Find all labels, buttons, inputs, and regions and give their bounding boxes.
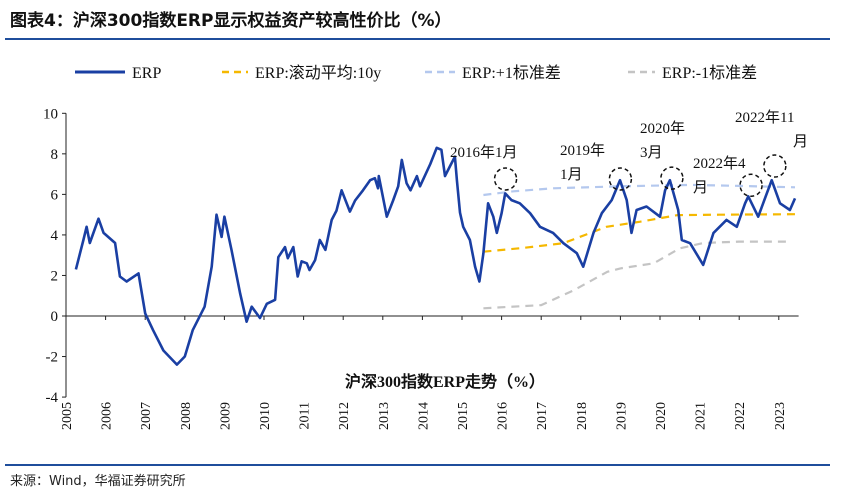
x-tick-label: 2013 [377,402,392,430]
x-tick-label: 2022 [733,402,748,430]
annotation-label: 月 [693,180,708,196]
x-tick-label: 2009 [218,402,233,430]
x-tick-label: 2020 [654,402,669,430]
series-line-2 [483,183,796,197]
x-tick-label: 2015 [456,402,471,430]
x-tick-label: 2010 [258,402,273,430]
footer-divider [5,464,830,466]
chart-title: 沪深300指数ERP走势（%） [345,372,545,391]
x-tick-label: 2023 [773,402,788,430]
y-tick-label: 10 [43,106,58,122]
y-tick-label: -2 [46,350,59,366]
y-tick-label: 8 [51,147,59,163]
peak-circle [493,167,518,191]
annotation-label: 2016年1月 [450,144,518,161]
series-line-1 [483,213,796,253]
x-tick-label: 2021 [694,402,709,430]
source-note: 来源：Wind，华福证券研究所 [10,474,186,489]
y-tick-label: 0 [51,309,59,325]
y-tick-label: -4 [46,390,59,406]
legend-label: ERP [132,65,161,82]
annotation-label: 1月 [560,167,583,183]
x-tick-label: 2012 [337,402,352,430]
x-tick-label: 2017 [535,402,550,430]
peak-circle [608,167,633,191]
x-tick-label: 2006 [100,402,115,430]
annotation-label: 2022年11 [735,109,794,126]
peak-circle [763,154,787,178]
legend-label: ERP:-1标准差 [662,64,757,82]
peak-circle [660,166,684,190]
y-tick-label: 6 [51,187,59,203]
annotation-label: 2022年4 [693,155,746,172]
x-tick-label: 2005 [60,402,75,430]
annotation-label: 月 [793,134,808,150]
x-tick-label: 2014 [416,402,431,430]
legend-label: ERP:+1标准差 [462,64,561,82]
y-tick-label: 2 [51,268,59,284]
series-line-0 [74,146,797,366]
series-line-3 [483,240,791,310]
x-tick-label: 2011 [298,402,313,429]
legend-label: ERP:滚动平均:10y [255,64,381,82]
x-tick-label: 2016 [496,402,511,430]
annotation-label: 2020年 [640,120,685,137]
peak-circle [739,173,763,198]
y-tick-label: 4 [51,228,59,244]
x-tick-label: 2019 [614,402,629,430]
x-tick-label: 2008 [179,402,194,430]
x-tick-label: 2018 [575,402,590,430]
x-tick-label: 2007 [139,402,154,430]
annotation-label: 2019年 [560,142,605,159]
annotation-label: 3月 [640,145,663,161]
figure-title: 图表4：沪深300指数ERP显示权益资产较高性价比（%） [10,11,452,31]
title-divider [5,38,830,40]
